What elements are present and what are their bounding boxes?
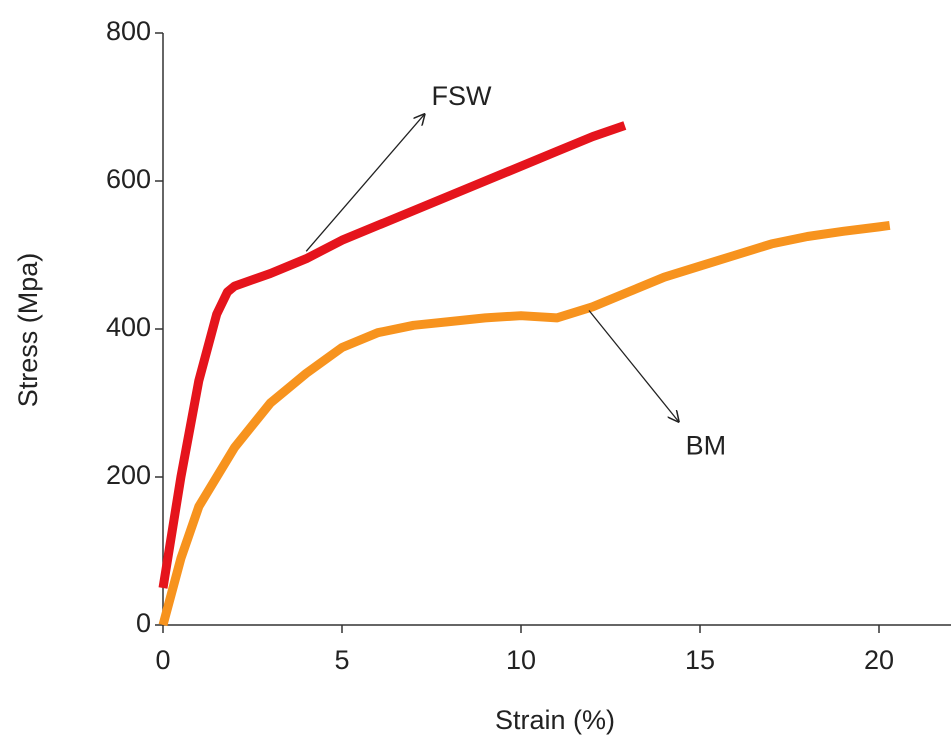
data-line [158, 220, 891, 627]
y-tick-label: 600 [106, 164, 151, 194]
annotation-arrow [305, 114, 424, 252]
x-axis-label: Strain (%) [495, 705, 615, 735]
data-line [158, 121, 627, 589]
y-tick-label: 200 [106, 460, 151, 490]
y-tick-label: 0 [136, 608, 151, 638]
annotation-arrow [588, 310, 679, 422]
series-label: BM [686, 431, 727, 461]
y-tick-label: 400 [106, 312, 151, 342]
x-tick-label: 5 [334, 645, 349, 675]
x-tick-label: 15 [685, 645, 715, 675]
x-tick-label: 20 [864, 645, 894, 675]
x-tick-label: 10 [506, 645, 536, 675]
x-tick-label: 0 [155, 645, 170, 675]
series-label: FSW [432, 81, 493, 111]
y-axis-label: Stress (Mpa) [13, 253, 43, 408]
y-tick-label: 800 [106, 16, 151, 46]
